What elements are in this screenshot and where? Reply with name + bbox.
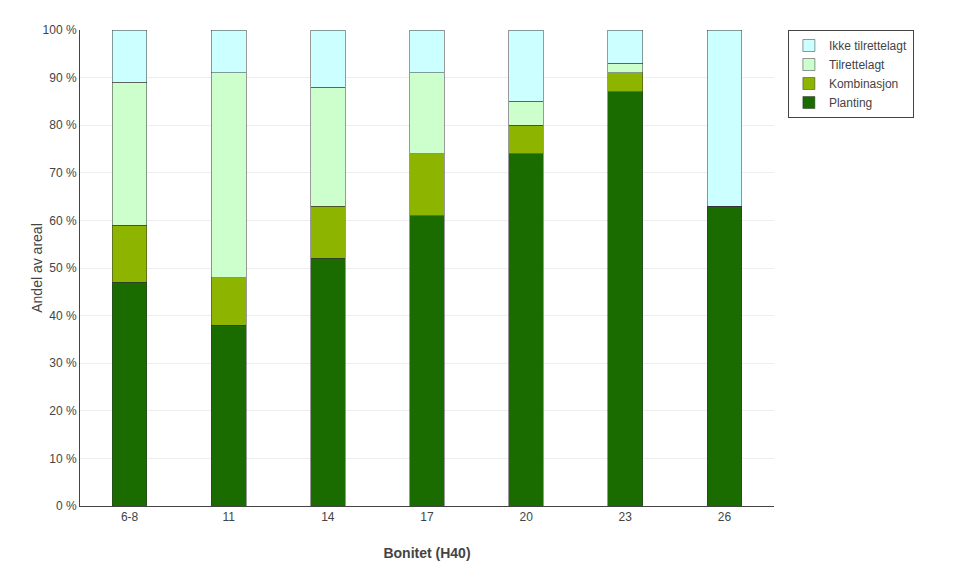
- svg-text:20 %: 20 %: [49, 404, 77, 418]
- svg-text:Kombinasjon: Kombinasjon: [829, 77, 898, 91]
- svg-text:6-8: 6-8: [121, 510, 139, 524]
- svg-text:10 %: 10 %: [49, 452, 77, 466]
- svg-text:0 %: 0 %: [56, 499, 77, 513]
- svg-text:20: 20: [519, 510, 533, 524]
- svg-text:17: 17: [420, 510, 434, 524]
- svg-text:100 %: 100 %: [43, 23, 77, 37]
- svg-text:Planting: Planting: [829, 96, 872, 110]
- svg-text:14: 14: [321, 510, 335, 524]
- svg-text:23: 23: [619, 510, 633, 524]
- svg-text:50 %: 50 %: [49, 261, 77, 275]
- svg-text:Tilrettelagt: Tilrettelagt: [829, 58, 885, 72]
- svg-text:30 %: 30 %: [49, 356, 77, 370]
- svg-text:70 %: 70 %: [49, 166, 77, 180]
- svg-text:26: 26: [718, 510, 732, 524]
- svg-text:11: 11: [222, 510, 235, 524]
- svg-text:60 %: 60 %: [49, 214, 77, 228]
- svg-text:Ikke tilrettelagt: Ikke tilrettelagt: [829, 39, 907, 53]
- svg-text:Bonitet (H40): Bonitet (H40): [383, 545, 470, 561]
- svg-text:Andel av areal: Andel av areal: [29, 223, 45, 313]
- svg-text:40 %: 40 %: [49, 309, 77, 323]
- svg-text:90 %: 90 %: [49, 71, 77, 85]
- svg-text:80 %: 80 %: [49, 118, 77, 132]
